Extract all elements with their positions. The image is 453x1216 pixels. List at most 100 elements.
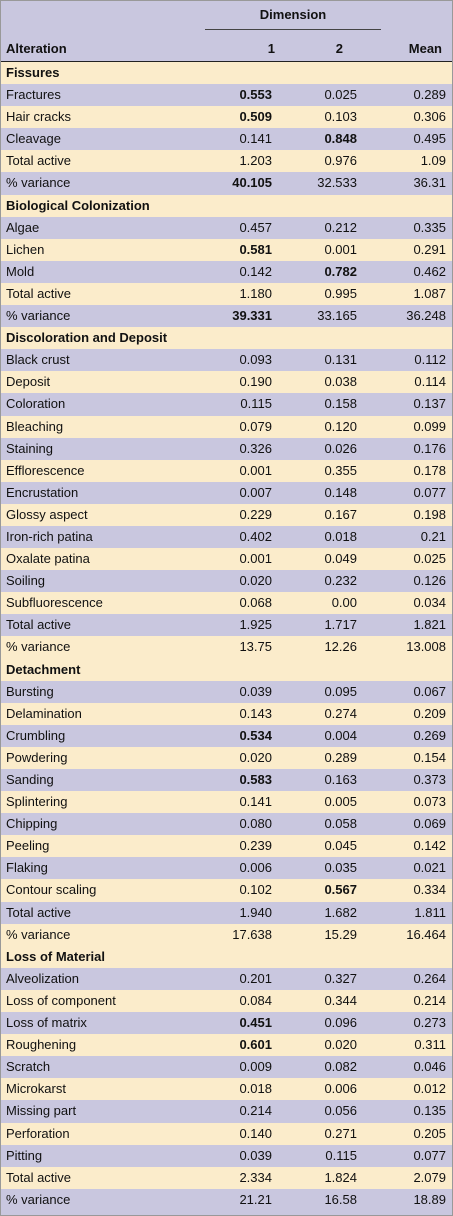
table-row: Encrustation 0.007 0.148 0.077 (0, 481, 453, 504)
dimension-1-value: 0.079 (239, 418, 272, 434)
mean-value: 0.142 (413, 838, 446, 854)
alteration-name: Delamination (6, 705, 82, 721)
alteration-name: Loss of component (6, 992, 116, 1008)
mean-value: 0.073 (413, 794, 446, 810)
dimension-2-value: 0.035 (324, 860, 357, 876)
alteration-name: Pitting (6, 1147, 43, 1163)
dimension-2-value: 0.567 (324, 882, 357, 898)
dimension-2-value: 0.004 (324, 727, 357, 743)
table-row: Loss of matrix 0.451 0.096 0.273 (0, 1012, 453, 1035)
dimension-2-value: 0.026 (324, 440, 357, 456)
mean-value: 1.811 (414, 904, 446, 920)
mean-value: 36.31 (413, 175, 446, 191)
header-rule (0, 61, 453, 62)
mean-value: 0.306 (413, 109, 446, 125)
alteration-name: Cleavage (6, 131, 61, 147)
alteration-name: Contour scaling (6, 882, 97, 898)
mean-value: 1.087 (413, 285, 446, 301)
table-row: Scratch 0.009 0.082 0.046 (0, 1056, 453, 1079)
alteration-name: Glossy aspect (6, 506, 88, 522)
dimension-1-value: 1.925 (239, 617, 272, 633)
table-row: Perforation 0.140 0.271 0.205 (0, 1122, 453, 1145)
table-row: Hair cracks 0.509 0.103 0.306 (0, 106, 453, 129)
table-row: Chipping 0.080 0.058 0.069 (0, 813, 453, 836)
alteration-name: % variance (6, 926, 71, 942)
dimension-1-value: 0.001 (239, 551, 272, 567)
dimension-2-column-header: 2 (335, 41, 343, 56)
dimension-2-value: 0.006 (324, 1081, 357, 1097)
dimension-1-value: 1.940 (239, 904, 272, 920)
alteration-name: Lichen (6, 241, 45, 257)
table-row: Subfluorescence 0.068 0.00 0.034 (0, 592, 453, 615)
dimension-2-value: 0.232 (324, 573, 357, 589)
alteration-name: Fractures (6, 87, 61, 103)
dimension-2-value: 0.096 (324, 1015, 357, 1031)
table-row: Missing part 0.214 0.056 0.135 (0, 1100, 453, 1123)
alteration-name: Deposit (6, 374, 51, 390)
table-row: Soiling 0.020 0.232 0.126 (0, 570, 453, 593)
dimension-1-value: 0.583 (239, 772, 272, 787)
dimension-2-value: 0.049 (324, 551, 357, 567)
mean-value: 0.462 (413, 263, 446, 279)
table-row: Black crust 0.093 0.131 0.112 (0, 349, 453, 372)
mean-value: 36.248 (406, 308, 446, 324)
alteration-name: % variance (6, 308, 71, 324)
dimension-2-value: 1.682 (324, 904, 357, 920)
alteration-name: Scratch (6, 1059, 51, 1075)
dimension-1-value: 0.143 (239, 705, 272, 721)
dimension-1-value: 0.007 (239, 484, 272, 500)
alteration-name: Loss of matrix (6, 1015, 87, 1031)
alteration-name: Flaking (6, 860, 48, 876)
table-row: Lichen 0.581 0.001 0.291 (0, 238, 453, 261)
section-header: Discoloration and Deposit (0, 327, 453, 350)
mean-column-header: Mean (408, 41, 442, 56)
mean-value: 0.205 (413, 1125, 446, 1141)
dimension-2-value: 0.976 (324, 153, 357, 169)
dimension-2-value: 0.167 (324, 506, 357, 522)
dimension-2-value: 1.717 (324, 617, 357, 633)
alteration-name: Total active (6, 904, 72, 920)
alteration-name: Staining (6, 440, 53, 456)
alteration-column-header: Alteration (6, 41, 67, 56)
table-row: Coloration 0.115 0.158 0.137 (0, 393, 453, 416)
alteration-name: Soiling (6, 573, 46, 589)
section-title: Discoloration and Deposit (6, 330, 168, 346)
dimension-2-value: 0.782 (324, 263, 357, 279)
mean-value: 0.099 (413, 418, 446, 434)
alteration-name: % variance (6, 639, 71, 655)
dimension-1-value: 0.080 (239, 816, 272, 832)
mean-value: 18.89 (413, 1191, 446, 1207)
dimension-2-value: 0.212 (324, 219, 357, 235)
table-row: Oxalate patina 0.001 0.049 0.025 (0, 548, 453, 571)
alteration-name: Splintering (6, 794, 68, 810)
dimension-1-value: 0.229 (239, 506, 272, 522)
section-header: Loss of Material (0, 945, 453, 968)
dimension-2-value: 33.165 (317, 308, 357, 324)
mean-value: 0.137 (413, 396, 446, 412)
dimension-1-value: 13.75 (239, 639, 272, 655)
mean-value: 0.214 (413, 992, 446, 1008)
table-row: Cleavage 0.141 0.848 0.495 (0, 128, 453, 151)
dimension-2-value: 0.355 (324, 462, 357, 478)
mean-value: 0.176 (413, 440, 446, 456)
dimension-1-value: 0.201 (239, 970, 272, 986)
table-row: Staining 0.326 0.026 0.176 (0, 437, 453, 460)
table-row: Fractures 0.553 0.025 0.289 (0, 84, 453, 107)
dimension-1-value: 0.141 (239, 131, 272, 147)
mean-value: 0.198 (413, 506, 446, 522)
section-title: Biological Colonization (6, 197, 150, 213)
table-row: % variance 40.105 32.533 36.31 (0, 172, 453, 195)
mean-value: 13.008 (406, 639, 446, 655)
table-row: Algae 0.457 0.212 0.335 (0, 216, 453, 239)
mean-value: 0.021 (413, 860, 446, 876)
mean-value: 0.291 (413, 241, 446, 257)
alteration-name: Peeling (6, 838, 50, 854)
mean-value: 0.178 (413, 462, 446, 478)
table-row: Total active 1.203 0.976 1.09 (0, 150, 453, 173)
dimension-2-value: 0.163 (324, 772, 357, 787)
dimension-1-value: 0.039 (239, 1147, 272, 1163)
dimension-1-value: 0.020 (239, 573, 272, 589)
alteration-name: Encrustation (6, 484, 79, 500)
dimension-2-value: 0.327 (324, 970, 357, 986)
table-row: Loss of component 0.084 0.344 0.214 (0, 989, 453, 1013)
